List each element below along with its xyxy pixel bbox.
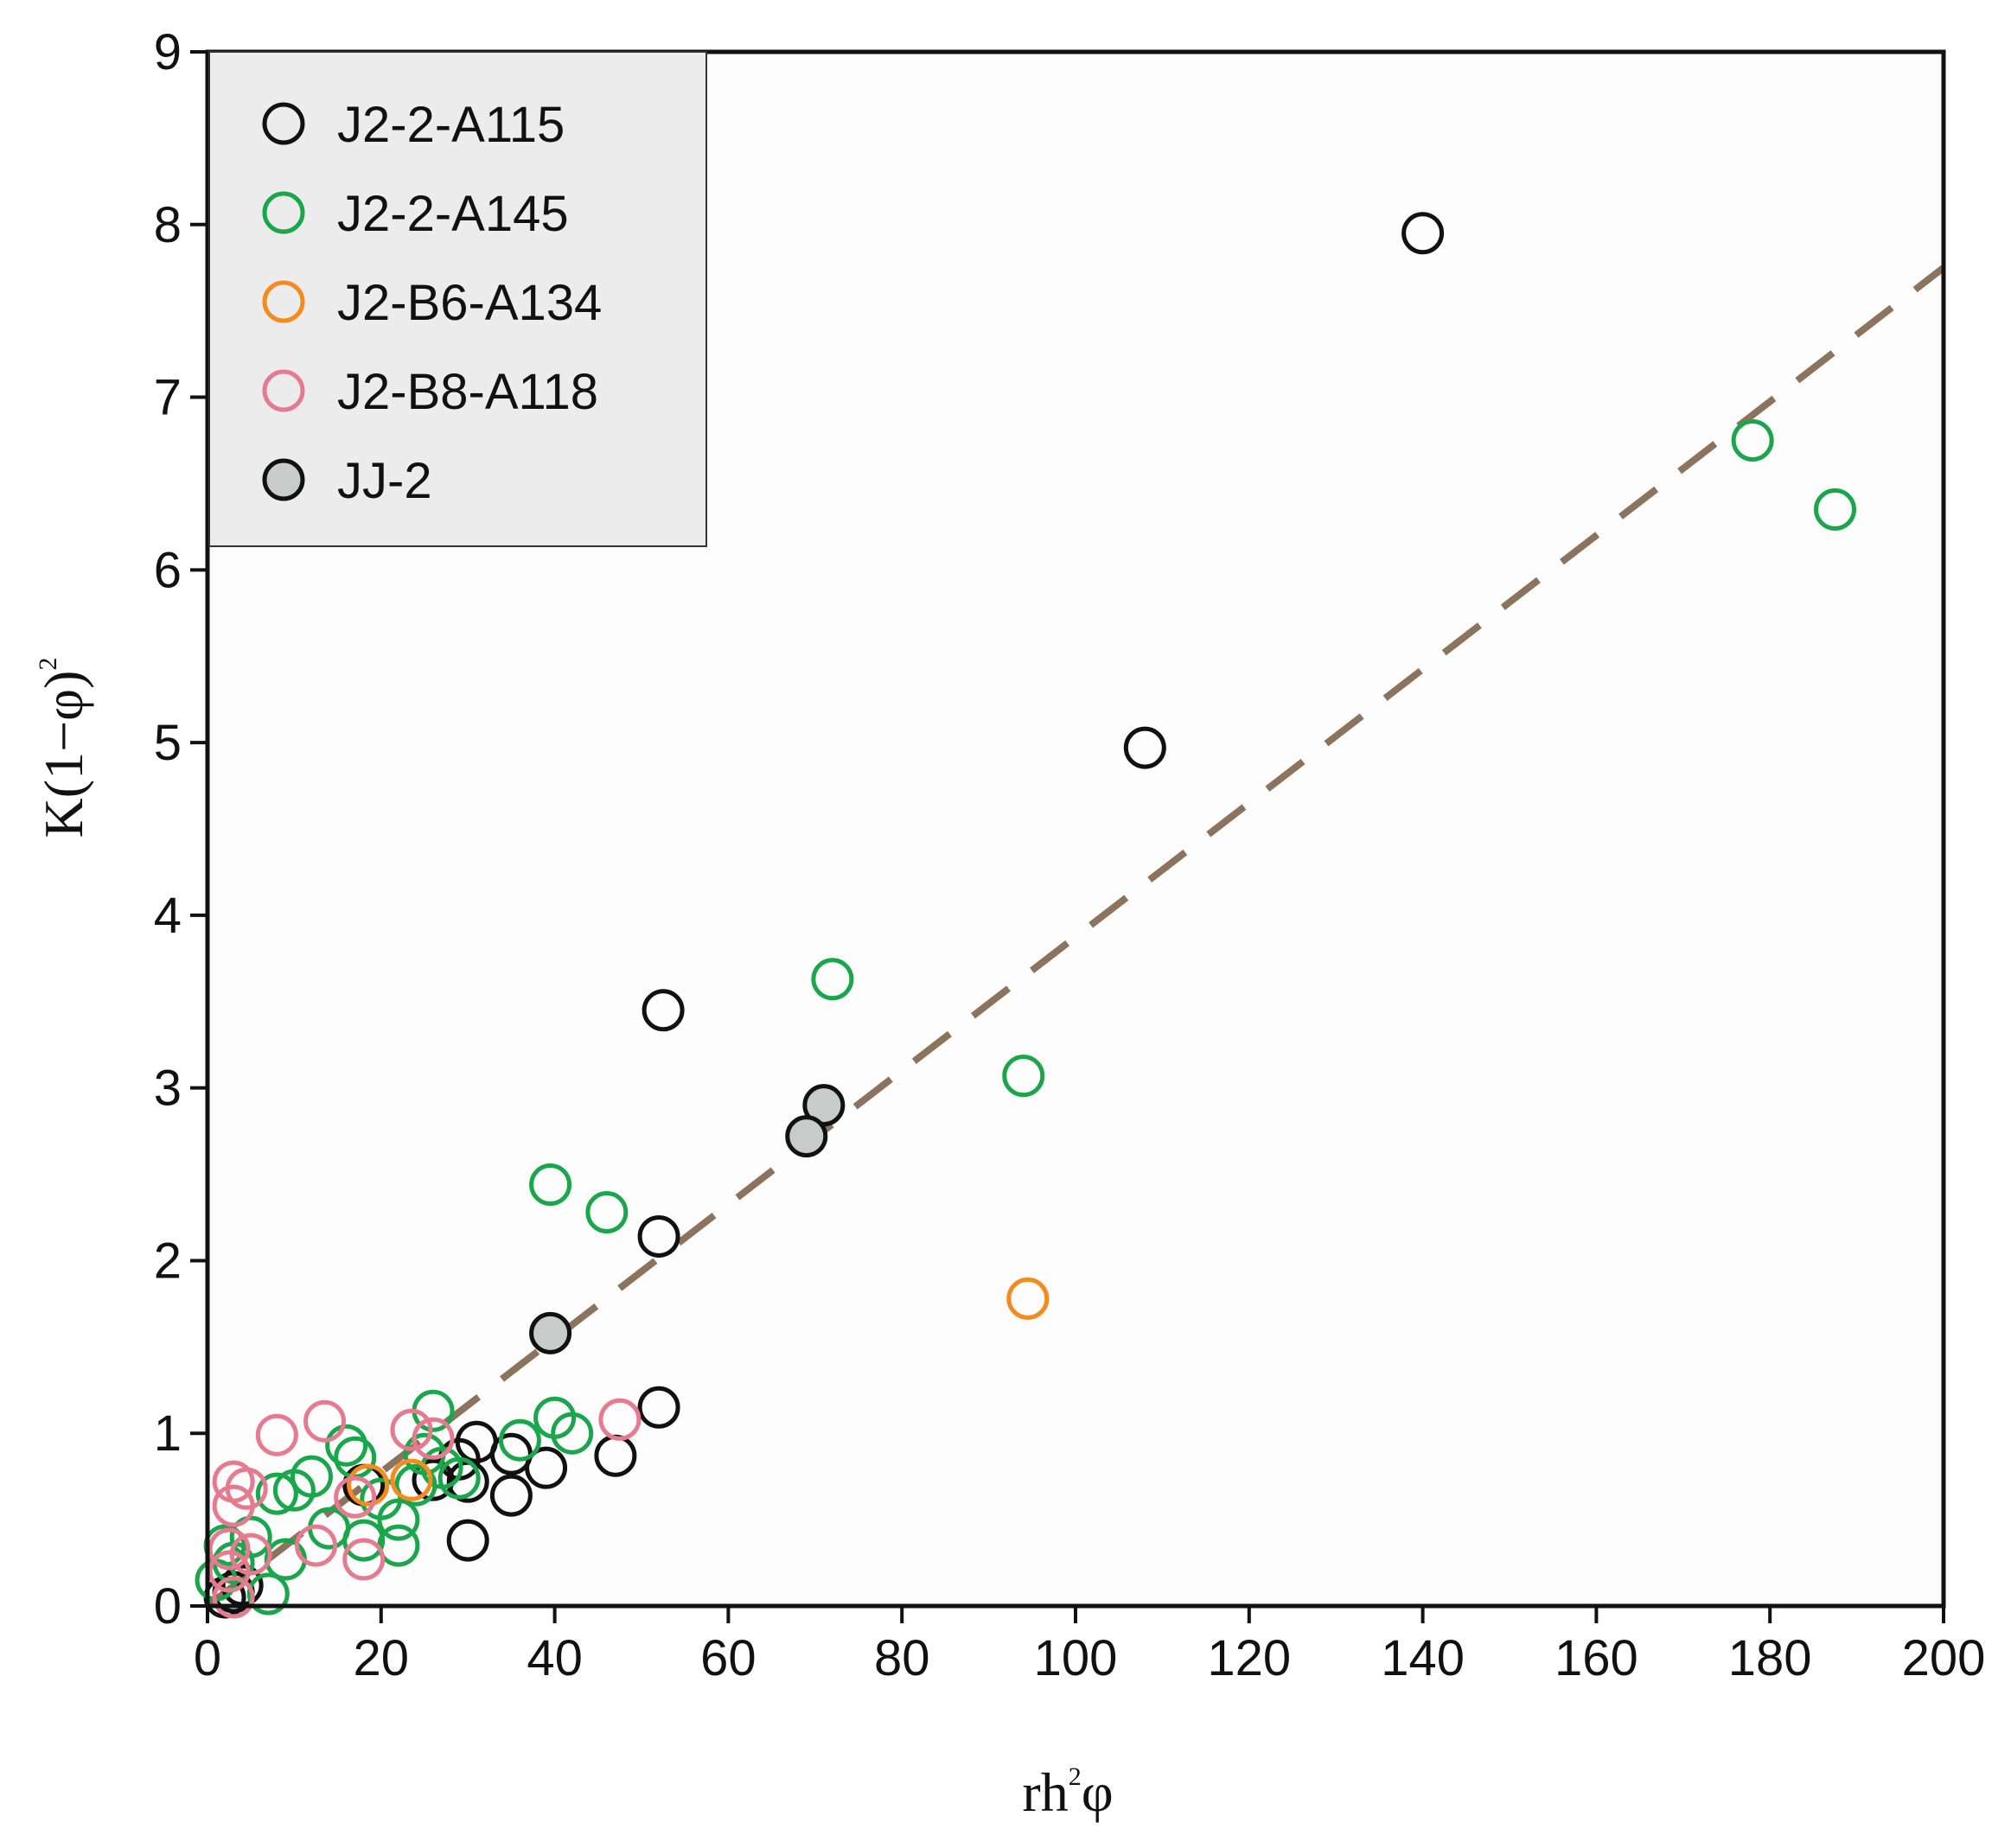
data-point <box>637 1214 680 1258</box>
y-axis-title-base: K(1−φ) <box>33 671 94 838</box>
data-point <box>585 1191 629 1234</box>
legend-marker <box>262 102 305 145</box>
data-point <box>394 1463 437 1507</box>
y-tick-label: 8 <box>154 197 182 253</box>
axis-ticks: 0 20 40 60 80 100 120 140 160 180 200 0 1 2 3 4 5 6 7 8 9 <box>154 24 1986 1686</box>
y-tick-label: 4 <box>154 888 182 944</box>
x-axis-title-superscript: 2 <box>1069 1762 1082 1791</box>
data-point <box>785 1115 828 1158</box>
legend-label: J2-B6-A134 <box>337 275 602 331</box>
data-point <box>1123 726 1166 769</box>
data-point <box>637 1386 680 1429</box>
data-point <box>325 1424 368 1467</box>
x-tick-label: 0 <box>194 1630 221 1686</box>
data-point <box>347 1463 390 1507</box>
data-point <box>498 1418 541 1462</box>
y-tick-label: 6 <box>154 542 182 598</box>
legend-marker <box>262 191 305 234</box>
x-tick-label: 60 <box>700 1630 757 1686</box>
trendline-layer <box>205 264 1946 1609</box>
data-points <box>195 212 1856 1619</box>
x-tick-label: 140 <box>1381 1630 1465 1686</box>
legend-label: J2-2-A145 <box>337 186 569 242</box>
legend-marker <box>262 280 305 323</box>
y-tick-label: 5 <box>154 715 182 771</box>
data-point <box>1006 1277 1050 1320</box>
x-tick-label: 200 <box>1902 1630 1986 1686</box>
data-point <box>811 958 854 1001</box>
data-point <box>334 1475 377 1519</box>
y-axis-title-superscript: 2 <box>34 658 62 671</box>
x-tick-label: 100 <box>1034 1630 1118 1686</box>
y-tick-label: 0 <box>154 1578 182 1635</box>
legend-label: JJ-2 <box>337 453 432 509</box>
data-point <box>246 1572 290 1615</box>
data-point <box>272 1469 316 1512</box>
data-point <box>412 1417 455 1460</box>
x-axis-title: rh2φ <box>1022 1762 1113 1823</box>
data-point <box>212 1484 255 1527</box>
data-point <box>295 1524 337 1567</box>
data-point <box>412 1458 455 1501</box>
data-point <box>598 1398 642 1441</box>
data-point <box>1401 212 1445 255</box>
y-tick-label: 7 <box>154 370 182 426</box>
data-point <box>390 1458 433 1501</box>
data-point <box>390 1408 433 1451</box>
data-point <box>1731 419 1774 462</box>
data-point <box>529 1311 572 1354</box>
data-point <box>342 1538 386 1581</box>
data-point <box>212 1576 255 1619</box>
series-JJ-2 <box>529 1084 846 1354</box>
trendline <box>205 264 1946 1609</box>
y-tick-label: 2 <box>154 1233 182 1289</box>
x-tick-label: 40 <box>527 1630 583 1686</box>
series-J2-B6-A134 <box>347 1277 1050 1507</box>
legend: J2-2-A115 J2-2-A145 J2-B6-A134 J2-B8-A118 JJ… <box>208 51 707 547</box>
data-point <box>489 1474 533 1517</box>
legend-marker <box>262 369 305 412</box>
y-tick-label: 9 <box>154 24 182 80</box>
x-tick-label: 80 <box>874 1630 930 1686</box>
data-point <box>377 1498 420 1541</box>
data-point <box>342 1519 386 1562</box>
plot-frame <box>205 49 1946 1609</box>
data-point <box>446 1519 489 1562</box>
x-tick-label: 20 <box>354 1630 410 1686</box>
data-point <box>642 989 685 1032</box>
data-point <box>303 1399 347 1443</box>
data-point <box>1002 1055 1045 1098</box>
y-tick-label: 3 <box>154 1061 182 1117</box>
data-point <box>1814 487 1856 531</box>
data-point <box>207 1550 251 1593</box>
x-axis-title-base: rh <box>1022 1762 1068 1823</box>
y-axis-title: K(1−φ)2 <box>33 658 94 838</box>
legend-marker <box>262 458 305 501</box>
x-tick-label: 120 <box>1207 1630 1291 1686</box>
data-point <box>255 1413 298 1456</box>
x-tick-label: 180 <box>1728 1630 1812 1686</box>
legend-label: J2-2-A115 <box>337 97 565 153</box>
x-axis-title-tail: φ <box>1082 1762 1114 1823</box>
data-point <box>207 1527 251 1571</box>
legend-label: J2-B8-A118 <box>337 364 598 420</box>
y-tick-label: 1 <box>154 1405 182 1462</box>
series-J2-B8-A118 <box>207 1398 642 1619</box>
data-point <box>255 1472 298 1515</box>
x-tick-label: 160 <box>1555 1630 1638 1686</box>
data-point <box>529 1163 572 1207</box>
data-point <box>551 1411 594 1455</box>
